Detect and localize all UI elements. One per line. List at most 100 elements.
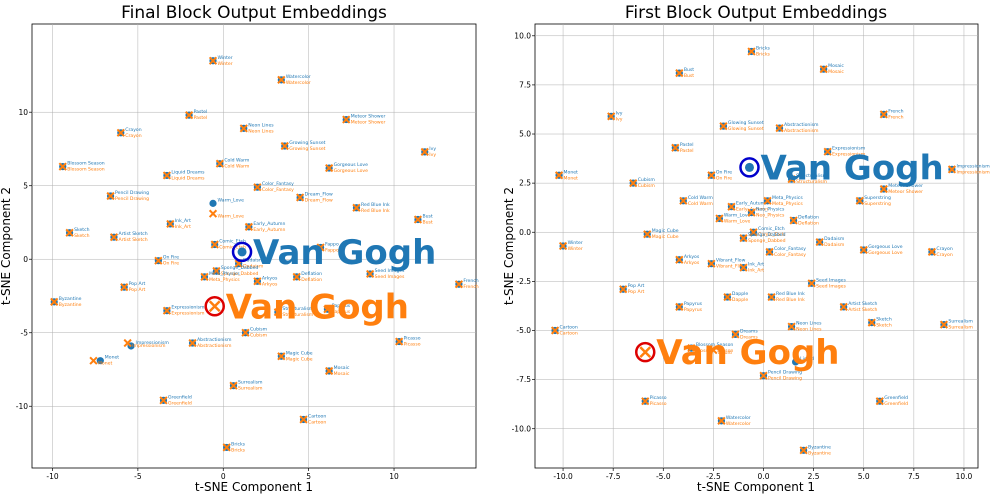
point-blue <box>96 357 104 365</box>
point-label-blue: Gorgeous Love <box>868 244 903 250</box>
point-label-orange: Glowing Sunset <box>728 126 764 132</box>
point-label-orange: Expressionism <box>832 152 866 158</box>
point-label-blue: Comic_Etch <box>758 226 785 232</box>
point-label-orange: Meteor Shower <box>888 189 923 195</box>
point-label-blue: Winter <box>218 55 233 61</box>
y-tick-label: -2.5 <box>516 277 531 286</box>
point-orange <box>109 233 119 242</box>
point-label-blue: Pastel <box>194 109 208 115</box>
point-label-orange: Mosaic <box>828 69 844 75</box>
point-label-orange: Warm_Love <box>218 214 245 220</box>
point-label-blue: Seed Images <box>816 277 846 283</box>
point-label-blue: Greenfield <box>884 395 908 401</box>
point-label-orange: Dadaism <box>243 264 264 270</box>
point-label-blue: Cartoon <box>308 413 326 419</box>
point-label-orange: Structuralism <box>282 312 313 318</box>
point-label-blue: Dadaism <box>243 258 264 264</box>
point-label-orange: Monet <box>564 175 579 181</box>
point-label-orange: Watercolor <box>286 80 311 86</box>
y-tick-label: -10 <box>16 402 28 411</box>
point-orange <box>855 196 864 205</box>
point-label-blue: Comic_Etch <box>219 239 246 245</box>
point-label-blue: Pastel <box>680 142 694 148</box>
highlight-ring-red <box>204 296 225 317</box>
point-label-orange: Greenfield <box>884 401 908 407</box>
y-axis-label: t-SNE Component 2 <box>502 187 516 305</box>
point-label-blue: Dadaism <box>824 236 845 242</box>
point-label-orange: Papyrus <box>332 309 351 315</box>
point-label-orange: French <box>463 284 478 290</box>
point-orange <box>229 381 238 390</box>
point-label-blue: Impressionism <box>956 163 990 169</box>
chart-title: Final Block Output Embeddings <box>121 3 387 23</box>
point-label-orange: Picasso <box>404 342 421 348</box>
highlight-ring-blue <box>739 157 760 178</box>
point-label-orange: Dapple <box>732 297 748 303</box>
point-orange <box>159 396 168 405</box>
point-orange <box>707 259 716 268</box>
point-orange <box>299 415 308 424</box>
point-label-blue: Red Blue Ink <box>361 202 390 208</box>
point-label-blue: Deflation <box>798 214 819 220</box>
point-label-blue: French <box>463 278 478 284</box>
point-orange <box>675 302 684 312</box>
point-orange <box>188 338 197 348</box>
point-label-orange: Abstractionism <box>197 343 232 349</box>
point-label-blue: Early_Autumn <box>736 201 768 207</box>
point-label-blue: Pop Art <box>628 283 645 289</box>
point-orange <box>675 69 684 78</box>
point-label-orange: Winter <box>218 61 233 67</box>
point-orange <box>154 256 163 265</box>
point-label-blue: Mosaic <box>334 365 350 371</box>
point-orange <box>675 255 684 264</box>
point-orange <box>342 115 351 124</box>
x-tick-label: 5 <box>306 472 311 481</box>
point-label-orange: Monet <box>98 361 113 367</box>
y-tick-label: 5.0 <box>519 130 531 139</box>
x-tick-label: -10 <box>46 472 58 481</box>
point-orange <box>767 292 776 302</box>
point-orange <box>747 208 756 217</box>
point-orange <box>939 320 949 329</box>
point-label-blue: Picasso <box>650 395 667 401</box>
point-label-blue: Warm_Love <box>724 212 751 218</box>
point-orange <box>607 112 616 121</box>
point-label-orange: Impressionism <box>956 169 990 175</box>
point-label-blue: On Fire <box>716 169 732 175</box>
point-label-blue: Cartoon <box>560 324 578 330</box>
point-orange <box>823 147 832 156</box>
point-label-blue: Winter <box>568 240 583 246</box>
point-label-orange: Ink_Art <box>175 224 191 230</box>
point-orange <box>316 243 325 252</box>
point-label-orange: Bust <box>422 220 432 226</box>
x-tick-label: 0 <box>221 472 226 481</box>
point-label-blue: Gorgeous Love <box>334 162 369 168</box>
highlight-label-orange: Van Gogh <box>656 333 839 373</box>
point-orange <box>717 416 726 425</box>
x-tick-label: 10 <box>389 472 399 481</box>
highlight-label-blue: Van Gogh <box>253 233 436 273</box>
point-label-orange: Ivy <box>616 116 623 122</box>
point-label-blue: Glowing Sunset <box>728 120 764 126</box>
point-label-blue: Liquid Dreams <box>171 169 205 175</box>
point-label-orange: Dadaism <box>824 242 845 248</box>
point-label-orange: Pop Art <box>129 287 146 293</box>
point-label-blue: Sketch <box>74 227 90 233</box>
chart-final-block: Final Block Output Embeddings -10 -5 0 5 10-… <box>0 3 479 494</box>
highlight-point-orange <box>208 300 221 313</box>
point-orange <box>89 356 98 365</box>
highlight-label-orange: Van Gogh <box>226 287 409 327</box>
point-label-orange: Pastel <box>194 115 208 121</box>
point-orange <box>707 171 716 180</box>
point-label-orange: Red Blue Ink <box>776 297 805 303</box>
point-orange <box>747 47 756 56</box>
point-label-orange: Bricks <box>756 52 771 58</box>
point-orange <box>687 344 696 353</box>
point-orange <box>277 352 286 361</box>
point-orange <box>765 247 774 257</box>
point-orange <box>123 338 132 348</box>
y-tick-label: 0 <box>23 255 28 264</box>
point-label-orange: Neon Lines <box>248 128 274 134</box>
plot-area <box>534 23 979 469</box>
point-orange <box>253 277 262 286</box>
